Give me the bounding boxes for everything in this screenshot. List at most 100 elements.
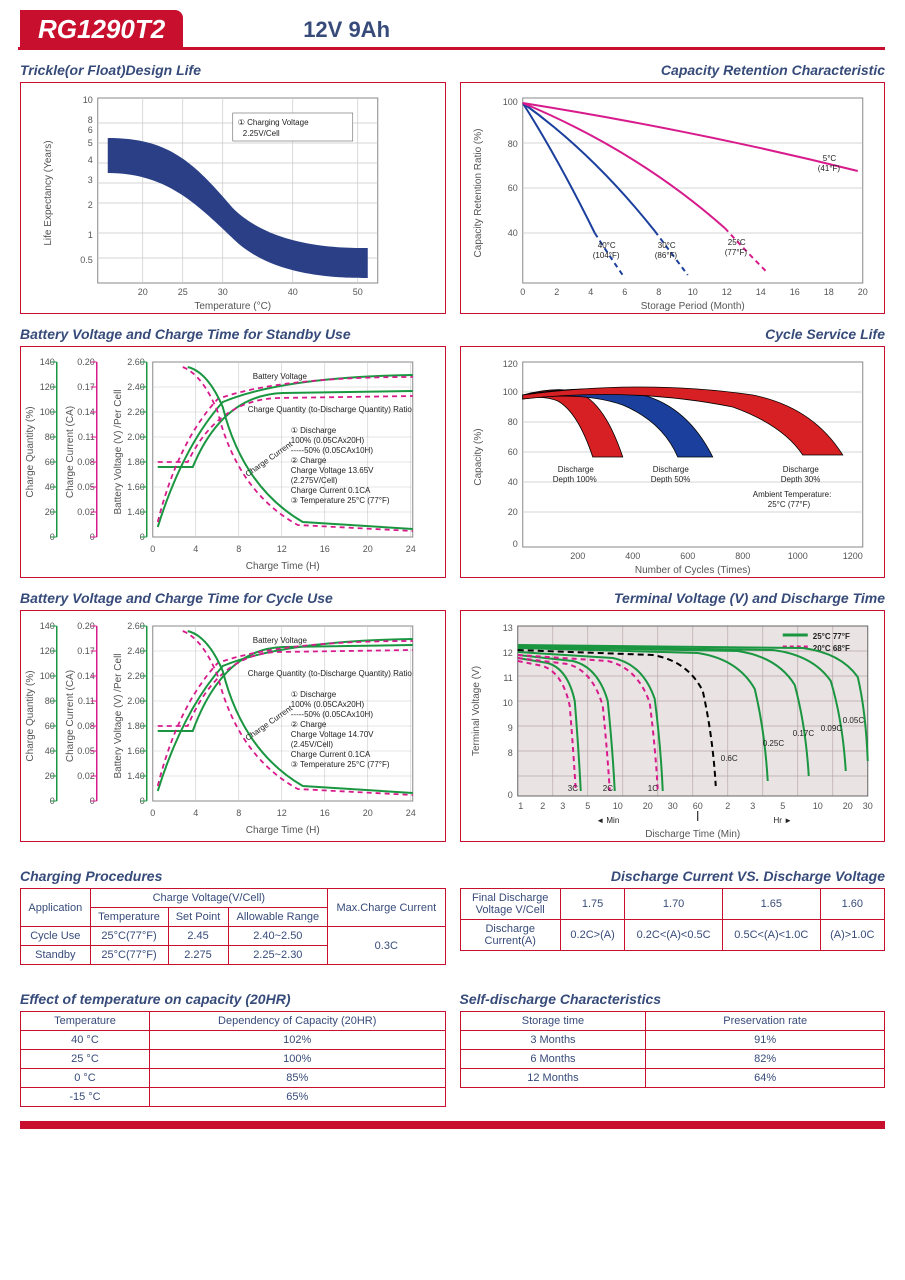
svg-text:60: 60 <box>507 183 517 193</box>
svg-text:12: 12 <box>721 287 731 297</box>
svg-text:6: 6 <box>622 287 627 297</box>
svg-text:60: 60 <box>507 447 517 457</box>
svg-text:5°C: 5°C <box>822 154 836 163</box>
svg-text:Battery Voltage: Battery Voltage <box>253 636 308 645</box>
header-spec: 12V 9Ah <box>303 17 390 43</box>
svg-text:18: 18 <box>823 287 833 297</box>
svg-text:Battery Voltage (V) /Per Cell: Battery Voltage (V) /Per Cell <box>113 389 124 514</box>
chart-title-standby: Battery Voltage and Charge Time for Stan… <box>20 326 446 342</box>
svg-text:20: 20 <box>138 287 148 297</box>
chart-standby: Battery Voltage Charge Quantity (to-Disch… <box>20 346 446 578</box>
svg-text:10: 10 <box>687 287 697 297</box>
svg-text:Discharge: Discharge <box>782 465 819 474</box>
svg-text:2: 2 <box>554 287 559 297</box>
svg-text:(41°F): (41°F) <box>817 164 840 173</box>
svg-text:25: 25 <box>178 287 188 297</box>
svg-text:(2.45V/Cell): (2.45V/Cell) <box>291 740 334 749</box>
svg-text:Capacity Retention Ratio (%): Capacity Retention Ratio (%) <box>472 129 483 258</box>
chart-terminal: 25°C 77°F 20°C 68°F <box>460 610 886 842</box>
chart-cyclelife: DischargeDepth 100% DischargeDepth 50% D… <box>460 346 886 578</box>
svg-text:Life Expectancy (Years): Life Expectancy (Years) <box>43 140 54 245</box>
svg-text:200: 200 <box>570 551 585 561</box>
svg-text:10: 10 <box>812 801 822 811</box>
svg-text:Battery Voltage (V) /Per Cell: Battery Voltage (V) /Per Cell <box>113 653 124 778</box>
svg-text:8: 8 <box>236 808 241 818</box>
svg-text:Charge Current (CA): Charge Current (CA) <box>65 670 76 762</box>
svg-text:20: 20 <box>363 808 373 818</box>
svg-text:1C: 1C <box>647 784 657 793</box>
svg-text:(2.275V/Cell): (2.275V/Cell) <box>291 476 338 485</box>
svg-text:0: 0 <box>520 287 525 297</box>
svg-text:Charge Quantity (to-Discharge: Charge Quantity (to-Discharge Quantity) … <box>248 669 413 678</box>
svg-text:Depth 100%: Depth 100% <box>552 475 596 484</box>
svg-text:2: 2 <box>88 200 93 210</box>
svg-text:600: 600 <box>680 551 695 561</box>
svg-text:Charge Quantity (to-Discharge: Charge Quantity (to-Discharge Quantity) … <box>248 405 413 414</box>
svg-text:20: 20 <box>507 507 517 517</box>
header: RG1290T2 12V 9Ah <box>20 10 885 49</box>
svg-text:2.25V/Cell: 2.25V/Cell <box>243 129 280 138</box>
model-badge: RG1290T2 <box>20 10 183 49</box>
svg-text:Discharge: Discharge <box>557 465 594 474</box>
svg-text:80: 80 <box>507 417 517 427</box>
svg-text:2C: 2C <box>602 784 612 793</box>
svg-text:0: 0 <box>512 539 517 549</box>
svg-text:120: 120 <box>502 359 517 369</box>
svg-text:(86°F): (86°F) <box>654 251 677 260</box>
table-title-charging: Charging Procedures <box>20 868 446 884</box>
svg-text:Capacity (%): Capacity (%) <box>472 428 483 485</box>
svg-text:◄ Min: ◄ Min <box>596 816 619 825</box>
svg-text:60: 60 <box>692 801 702 811</box>
svg-text:20: 20 <box>857 287 867 297</box>
chart-cycleuse: Battery Voltage Charge Quantity (to-Disch… <box>20 610 446 842</box>
svg-text:Charge Current 0.1CA: Charge Current 0.1CA <box>291 486 371 495</box>
chart-title-retention: Capacity Retention Characteristic <box>460 62 886 78</box>
svg-text:8: 8 <box>507 748 512 758</box>
svg-text:Ambient Temperature:: Ambient Temperature: <box>752 490 831 499</box>
svg-text:0.5: 0.5 <box>80 255 93 265</box>
svg-text:100% (0.05CAx20H): 100% (0.05CAx20H) <box>291 700 365 709</box>
svg-text:0: 0 <box>150 808 155 818</box>
svg-text:Number of Cycles (Times): Number of Cycles (Times) <box>634 565 750 576</box>
chart-retention: 40°C(104°F) 30°C(86°F) 25°C(77°F) 5°C(41… <box>460 82 886 314</box>
table-dcdv: Final Discharge Voltage V/Cell 1.751.70 … <box>460 888 886 951</box>
svg-text:① Discharge: ① Discharge <box>291 690 337 699</box>
svg-text:100: 100 <box>502 97 517 107</box>
chart-title-cycleuse: Battery Voltage and Charge Time for Cycl… <box>20 590 446 606</box>
svg-text:16: 16 <box>320 808 330 818</box>
svg-text:0.6C: 0.6C <box>720 754 737 763</box>
svg-text:11: 11 <box>503 673 512 683</box>
svg-text:40°C: 40°C <box>597 241 615 250</box>
svg-text:1: 1 <box>518 801 523 811</box>
table-tempcap: TemperatureDependency of Capacity (20HR)… <box>20 1011 446 1107</box>
svg-text:16: 16 <box>320 544 330 554</box>
svg-text:25°C 77°F: 25°C 77°F <box>812 632 849 641</box>
chart-title-trickle: Trickle(or Float)Design Life <box>20 62 446 78</box>
chart-title-terminal: Terminal Voltage (V) and Discharge Time <box>460 590 886 606</box>
svg-text:40: 40 <box>288 287 298 297</box>
svg-text:3: 3 <box>88 175 93 185</box>
svg-text:12: 12 <box>502 648 512 658</box>
svg-text:24: 24 <box>406 808 416 818</box>
svg-text:Terminal Voltage (V): Terminal Voltage (V) <box>470 666 481 756</box>
table-title-dcdv: Discharge Current VS. Discharge Voltage <box>460 868 886 884</box>
svg-text:25°C (77°F): 25°C (77°F) <box>767 500 810 509</box>
table-title-selfdis: Self-discharge Characteristics <box>460 991 886 1007</box>
svg-text:50: 50 <box>353 287 363 297</box>
chart-trickle: ① Charging Voltage 2.25V/Cell 1086 543 2… <box>20 82 446 314</box>
svg-text:-----50% (0.05CAx10H): -----50% (0.05CAx10H) <box>291 446 374 455</box>
svg-text:③ Temperature 25°C (77°F): ③ Temperature 25°C (77°F) <box>291 760 390 769</box>
svg-text:10: 10 <box>502 698 512 708</box>
svg-text:20: 20 <box>363 544 373 554</box>
chart-title-cyclelife: Cycle Service Life <box>460 326 886 342</box>
svg-text:Battery Voltage: Battery Voltage <box>253 372 308 381</box>
svg-text:100: 100 <box>502 387 517 397</box>
svg-text:9: 9 <box>507 723 512 733</box>
svg-text:Depth 30%: Depth 30% <box>780 475 820 484</box>
svg-text:0.09C: 0.09C <box>820 724 842 733</box>
footer-rule <box>20 1121 885 1129</box>
svg-text:Storage Period (Month): Storage Period (Month) <box>640 301 744 312</box>
svg-text:30: 30 <box>667 801 677 811</box>
svg-text:0.05C: 0.05C <box>842 716 864 725</box>
svg-text:② Charge: ② Charge <box>291 720 327 729</box>
